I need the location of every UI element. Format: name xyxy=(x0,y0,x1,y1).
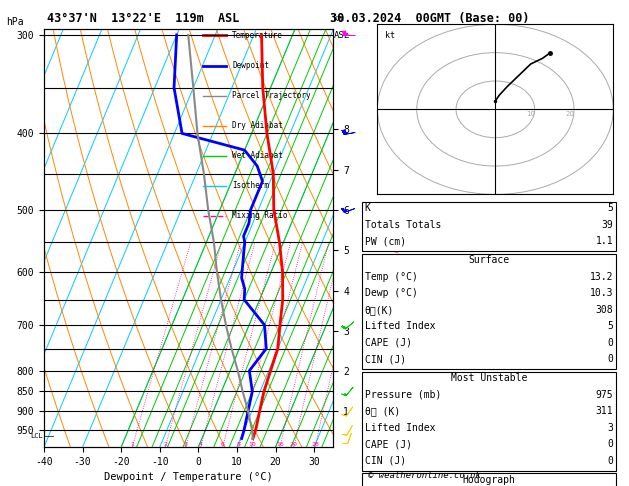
Text: 0: 0 xyxy=(608,439,613,450)
Text: 20: 20 xyxy=(565,111,574,118)
Text: Surface: Surface xyxy=(469,255,509,265)
Text: 8: 8 xyxy=(237,442,241,447)
Text: hPa: hPa xyxy=(6,17,24,27)
Text: Lifted Index: Lifted Index xyxy=(365,321,435,331)
Text: 3: 3 xyxy=(184,442,187,447)
Text: Totals Totals: Totals Totals xyxy=(365,220,441,230)
Text: ASL: ASL xyxy=(333,31,350,40)
Text: 5: 5 xyxy=(608,321,613,331)
Text: CAPE (J): CAPE (J) xyxy=(365,439,412,450)
Text: CAPE (J): CAPE (J) xyxy=(365,338,412,348)
Text: Lifted Index: Lifted Index xyxy=(365,423,435,433)
Text: 13.2: 13.2 xyxy=(590,272,613,282)
Text: Dry Adiabat: Dry Adiabat xyxy=(232,121,283,130)
Text: 0: 0 xyxy=(608,354,613,364)
Text: 20: 20 xyxy=(290,442,298,447)
Text: Hodograph: Hodograph xyxy=(462,475,516,485)
X-axis label: Dewpoint / Temperature (°C): Dewpoint / Temperature (°C) xyxy=(104,472,273,483)
Text: Mixing Ratio (g/kg): Mixing Ratio (g/kg) xyxy=(392,215,401,303)
Text: 5: 5 xyxy=(608,203,613,213)
Text: Dewp (°C): Dewp (°C) xyxy=(365,288,418,298)
Text: Wet Adiabat: Wet Adiabat xyxy=(232,151,283,160)
Text: 30.03.2024  00GMT (Base: 00): 30.03.2024 00GMT (Base: 00) xyxy=(330,12,530,25)
Text: CIN (J): CIN (J) xyxy=(365,354,406,364)
Text: 39: 39 xyxy=(601,220,613,230)
Text: θᴇ (K): θᴇ (K) xyxy=(365,406,400,417)
Text: 311: 311 xyxy=(596,406,613,417)
Text: 2: 2 xyxy=(164,442,167,447)
Text: PW (cm): PW (cm) xyxy=(365,236,406,246)
Text: 4: 4 xyxy=(199,442,203,447)
Text: Pressure (mb): Pressure (mb) xyxy=(365,390,441,400)
Text: © weatheronline.co.uk: © weatheronline.co.uk xyxy=(368,471,481,480)
Text: 6: 6 xyxy=(221,442,225,447)
Text: K: K xyxy=(365,203,370,213)
Text: 975: 975 xyxy=(596,390,613,400)
Text: Temp (°C): Temp (°C) xyxy=(365,272,418,282)
Text: LCL: LCL xyxy=(30,433,43,439)
Text: Temperature: Temperature xyxy=(232,31,283,40)
Text: 1.1: 1.1 xyxy=(596,236,613,246)
Text: 10: 10 xyxy=(248,442,255,447)
Text: km: km xyxy=(333,14,344,23)
Text: 10: 10 xyxy=(526,111,535,118)
Text: 0: 0 xyxy=(608,338,613,348)
Text: 43°37'N  13°22'E  119m  ASL: 43°37'N 13°22'E 119m ASL xyxy=(47,12,240,25)
Text: 1: 1 xyxy=(130,442,134,447)
Text: θᴇ(K): θᴇ(K) xyxy=(365,305,394,315)
Text: kt: kt xyxy=(385,32,395,40)
Text: Isotherm: Isotherm xyxy=(232,181,269,191)
Text: 10.3: 10.3 xyxy=(590,288,613,298)
Text: CIN (J): CIN (J) xyxy=(365,456,406,466)
Text: 308: 308 xyxy=(596,305,613,315)
Text: Mixing Ratio: Mixing Ratio xyxy=(232,211,287,221)
Text: 3: 3 xyxy=(608,423,613,433)
Text: 0: 0 xyxy=(608,456,613,466)
Text: Dewpoint: Dewpoint xyxy=(232,61,269,70)
Text: 16: 16 xyxy=(276,442,284,447)
Text: Parcel Trajectory: Parcel Trajectory xyxy=(232,91,311,100)
Text: 28: 28 xyxy=(311,442,319,447)
Text: Most Unstable: Most Unstable xyxy=(451,373,527,383)
